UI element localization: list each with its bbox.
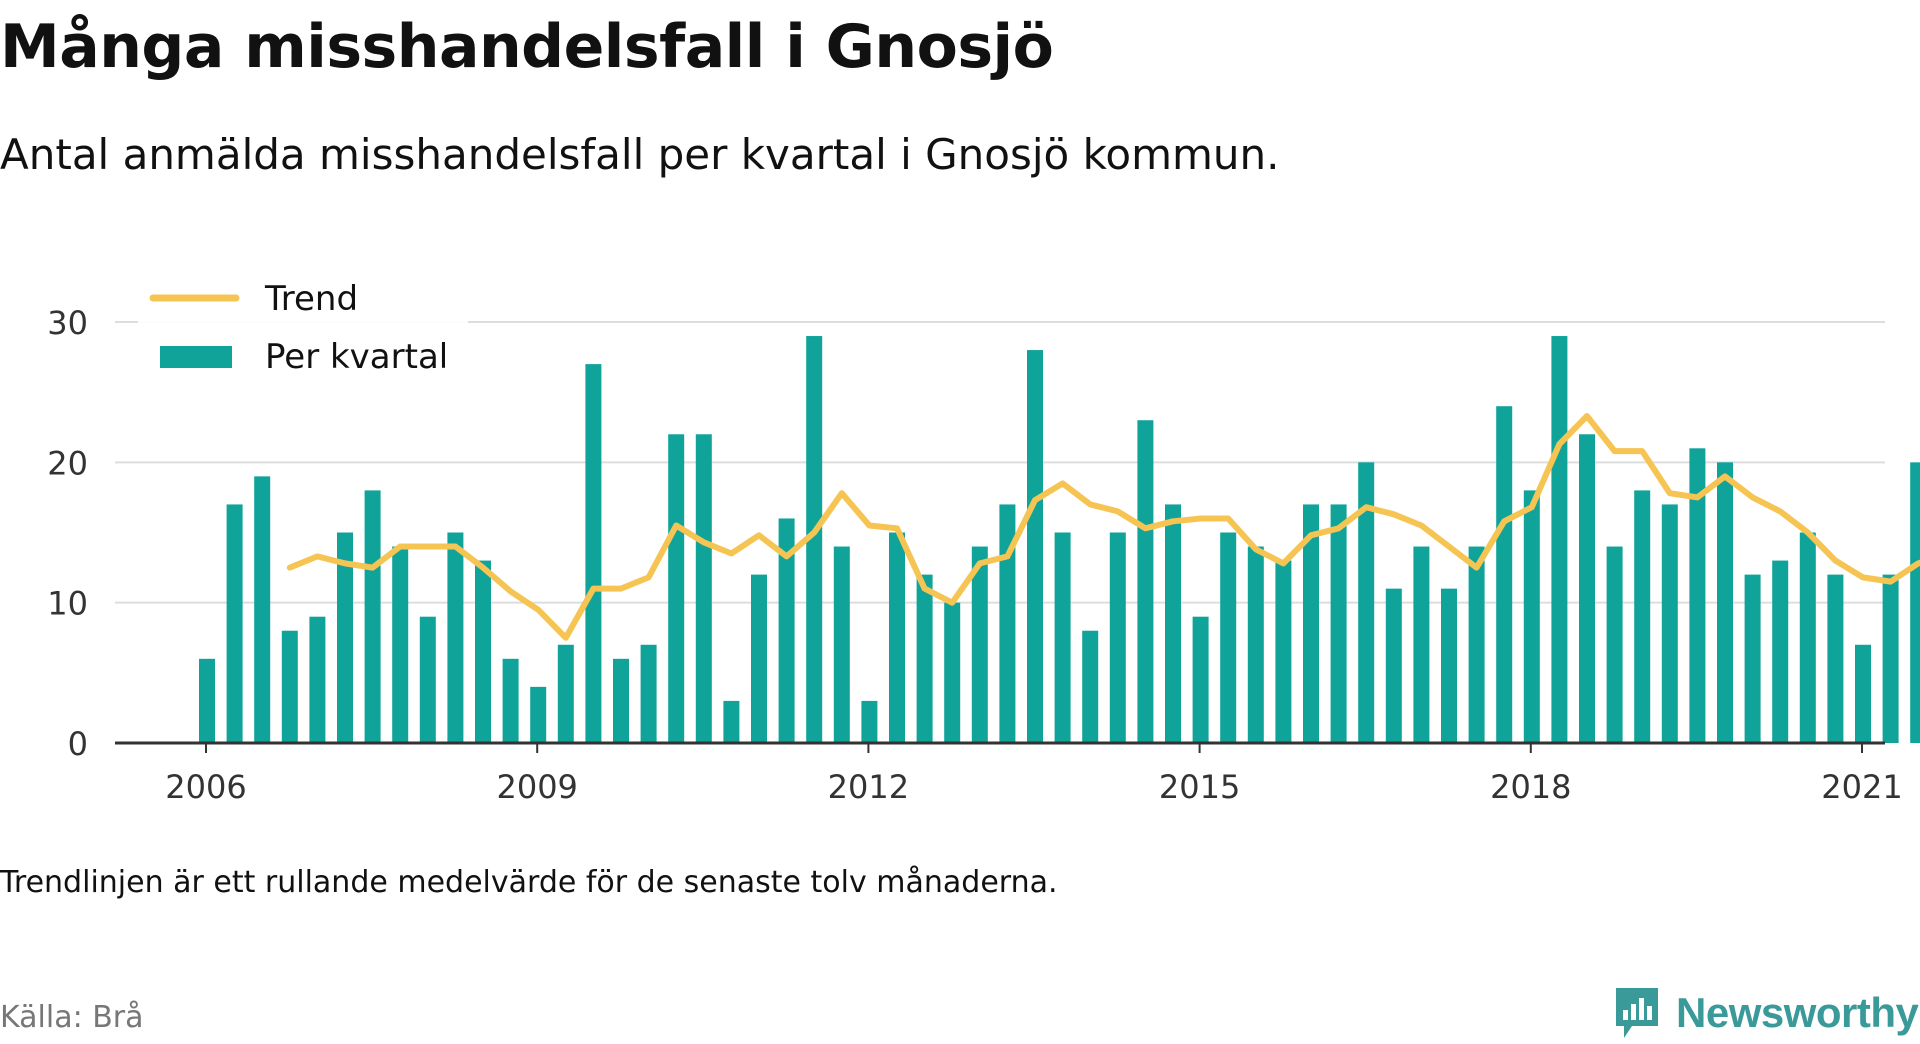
newsworthy-logo-text: Newsworthy xyxy=(1676,989,1919,1036)
bar xyxy=(1385,588,1402,743)
bar xyxy=(1799,532,1816,743)
bar xyxy=(1689,448,1706,743)
bar xyxy=(999,504,1016,743)
y-tick-label: 0 xyxy=(68,725,88,763)
x-tick-label: 2021 xyxy=(1821,768,1902,806)
x-tick-label: 2018 xyxy=(1490,768,1571,806)
bar xyxy=(1551,336,1568,743)
bar xyxy=(254,476,271,743)
bar xyxy=(695,434,712,743)
bar-series xyxy=(199,336,1920,743)
chart-subtitle: Antal anmälda misshandelsfall per kvarta… xyxy=(0,130,1280,179)
bar xyxy=(337,532,353,743)
x-axis: 2006200920122015201820212023 xyxy=(115,741,1903,806)
bar xyxy=(889,532,905,743)
bar xyxy=(1661,504,1678,743)
legend-bar-swatch xyxy=(160,346,232,368)
bar xyxy=(751,574,767,743)
trend-line xyxy=(286,413,1920,641)
bar xyxy=(723,700,740,743)
bar xyxy=(1579,434,1595,743)
bar xyxy=(916,574,933,743)
source-label: Källa: Brå xyxy=(0,1000,144,1035)
bar xyxy=(1220,532,1237,743)
bar xyxy=(944,602,961,743)
y-axis-labels: 0 10 20 30 xyxy=(47,304,88,763)
bar xyxy=(557,644,574,743)
bar xyxy=(1109,532,1126,743)
bar xyxy=(392,546,409,743)
bar xyxy=(1027,350,1043,743)
bar xyxy=(1744,574,1761,743)
y-tick-label: 20 xyxy=(47,444,88,482)
bar xyxy=(364,490,381,743)
bar xyxy=(447,532,464,743)
bar xyxy=(1717,462,1733,743)
bar xyxy=(778,518,795,743)
bar xyxy=(1330,504,1347,743)
bar xyxy=(1303,504,1319,743)
bar xyxy=(1358,462,1375,743)
bar xyxy=(1275,560,1292,743)
bar xyxy=(1082,630,1099,743)
bar xyxy=(1413,546,1430,743)
bar xyxy=(502,658,519,743)
bar xyxy=(419,616,436,743)
legend-bar-label: Per kvartal xyxy=(265,337,448,377)
bar xyxy=(281,630,298,743)
x-tick-label: 2009 xyxy=(496,768,577,806)
newsworthy-logo-icon xyxy=(1616,988,1658,1038)
bar xyxy=(971,546,988,743)
bar xyxy=(199,658,215,743)
bar xyxy=(1855,644,1871,743)
y-tick-label: 30 xyxy=(47,304,88,342)
bar xyxy=(1523,490,1540,743)
bar xyxy=(1441,588,1457,743)
bar xyxy=(1468,546,1485,743)
bar xyxy=(833,546,850,743)
bar xyxy=(475,560,491,743)
bar xyxy=(1910,462,1920,743)
bar xyxy=(613,658,629,743)
bar xyxy=(1247,546,1264,743)
bar xyxy=(1634,490,1651,743)
bar xyxy=(226,504,243,743)
bar xyxy=(1054,532,1071,743)
footnote: Trendlinjen är ett rullande medelvärde f… xyxy=(0,865,1058,900)
bar xyxy=(1137,420,1154,743)
bar xyxy=(1192,616,1209,743)
bar xyxy=(1606,546,1623,743)
bar xyxy=(1772,560,1789,743)
legend-trend-label: Trend xyxy=(264,279,358,319)
bar xyxy=(806,336,823,743)
x-tick-label: 2012 xyxy=(828,768,909,806)
bar xyxy=(640,644,657,743)
bar xyxy=(1165,504,1181,743)
legend: Trend Per kvartal xyxy=(138,278,468,386)
bar xyxy=(585,364,602,743)
bar xyxy=(1827,574,1844,743)
y-tick-label: 10 xyxy=(47,585,88,623)
trend-series xyxy=(286,413,1920,641)
bar xyxy=(861,700,878,743)
bar xyxy=(668,434,685,743)
chart-title: Många misshandelsfall i Gnosjö xyxy=(0,12,1054,82)
bar xyxy=(1496,406,1513,743)
bar xyxy=(309,616,326,743)
x-tick-label: 2015 xyxy=(1159,768,1240,806)
bar xyxy=(1882,574,1899,743)
newsworthy-logo[interactable]: Newsworthy xyxy=(1612,982,1919,1044)
x-tick-label: 2006 xyxy=(165,768,246,806)
bar xyxy=(530,686,547,743)
